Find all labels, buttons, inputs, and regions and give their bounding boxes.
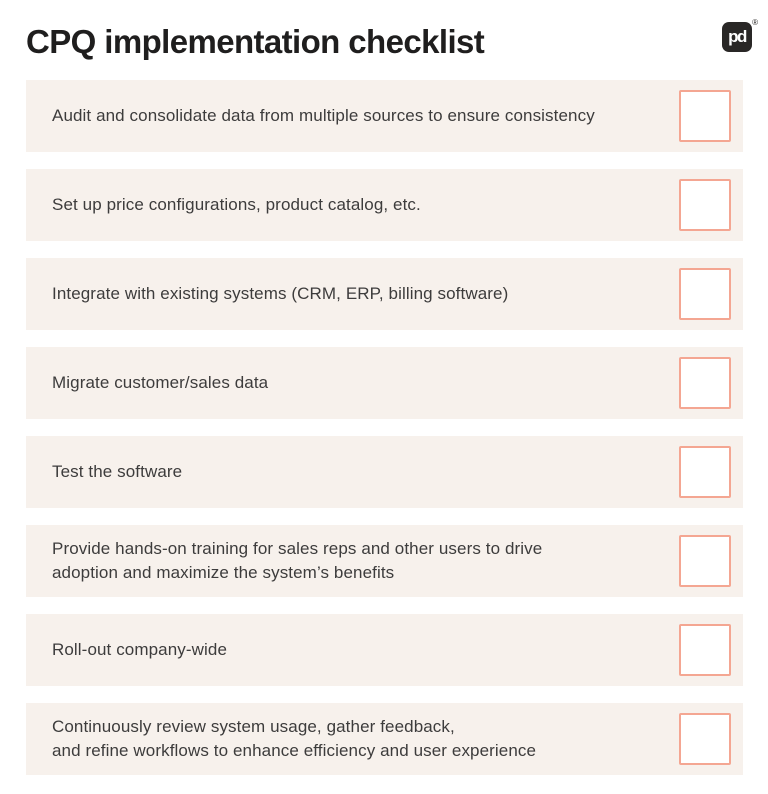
checklist-row: Test the software — [26, 436, 743, 508]
checklist-item-label: Integrate with existing systems (CRM, ER… — [52, 284, 509, 303]
checkbox[interactable] — [679, 179, 731, 231]
checkbox[interactable] — [679, 90, 731, 142]
pandadoc-logo-icon: pd — [722, 22, 752, 52]
registered-trademark-icon: ® — [752, 18, 758, 27]
checklist: Audit and consolidate data from multiple… — [26, 80, 743, 775]
checklist-row: Set up price configurations, product cat… — [26, 169, 743, 241]
checklist-row: Provide hands-on training for sales reps… — [26, 525, 743, 597]
checklist-row: Integrate with existing systems (CRM, ER… — [26, 258, 743, 330]
checklist-item-label: Continuously review system usage, gather… — [52, 717, 537, 760]
checkbox[interactable] — [679, 535, 731, 587]
checklist-row: Migrate customer/sales data — [26, 347, 743, 419]
checkbox[interactable] — [679, 713, 731, 765]
checkbox[interactable] — [679, 268, 731, 320]
pandadoc-logo: pd ® — [722, 18, 758, 52]
checklist-item-label: Set up price configurations, product cat… — [52, 195, 421, 214]
checklist-item-label: Audit and consolidate data from multiple… — [52, 106, 595, 125]
checklist-row: Audit and consolidate data from multiple… — [26, 80, 743, 152]
checklist-row: Roll-out company-wide — [26, 614, 743, 686]
pandadoc-logo-text: pd — [728, 26, 747, 46]
checkbox[interactable] — [679, 624, 731, 676]
page-title: CPQ implementation checklist — [26, 23, 485, 60]
checkbox[interactable] — [679, 446, 731, 498]
page-header: CPQ implementation checklist pd ® — [0, 0, 768, 60]
checklist-item-label: Migrate customer/sales data — [52, 373, 269, 392]
checklist-item-label: Provide hands-on training for sales reps… — [52, 539, 543, 582]
checkbox[interactable] — [679, 357, 731, 409]
checklist-item-label: Test the software — [52, 462, 183, 481]
checklist-item-label: Roll-out company-wide — [52, 640, 228, 659]
checklist-row: Continuously review system usage, gather… — [26, 703, 743, 775]
